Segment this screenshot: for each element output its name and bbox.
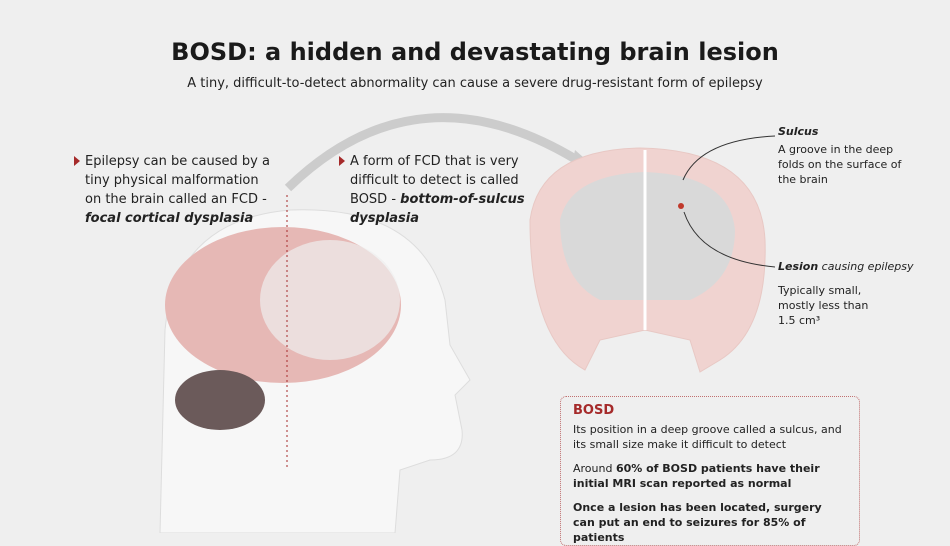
box-para-1: Its position in a deep groove called a s… — [573, 423, 842, 451]
coronal-white-matter — [560, 172, 735, 300]
note-bosd: A form of FCD that is very difficult to … — [339, 152, 550, 228]
bullet-triangle-icon — [74, 156, 80, 166]
page-title: BOSD: a hidden and devastating brain les… — [171, 38, 779, 66]
lesion-label: Lesion causing epilepsy Typically small,… — [778, 260, 914, 327]
illustration — [159, 113, 776, 533]
note-epilepsy: Epilepsy can be caused by a tiny physica… — [74, 152, 275, 228]
page-subtitle: A tiny, difficult-to-detect abnormality … — [187, 76, 763, 91]
box-para-2: Around 60% of BOSD patients have their i… — [573, 462, 820, 490]
sulcus-pointer — [682, 135, 776, 181]
side-brain-highlight — [260, 240, 400, 360]
bullet-triangle-icon — [339, 156, 345, 166]
lesion-dot — [678, 203, 684, 209]
sulcus-label: Sulcus A groove in the deep folds on the… — [778, 125, 902, 186]
bosd-info-box: BOSD Its position in a deep groove calle… — [560, 396, 860, 546]
lesion-pointer — [683, 211, 776, 268]
arrow-curve — [284, 113, 588, 192]
box-title: BOSD — [573, 403, 615, 418]
box-para-3: Once a lesion has been located, surgery … — [573, 501, 822, 544]
cerebellum — [175, 370, 265, 430]
